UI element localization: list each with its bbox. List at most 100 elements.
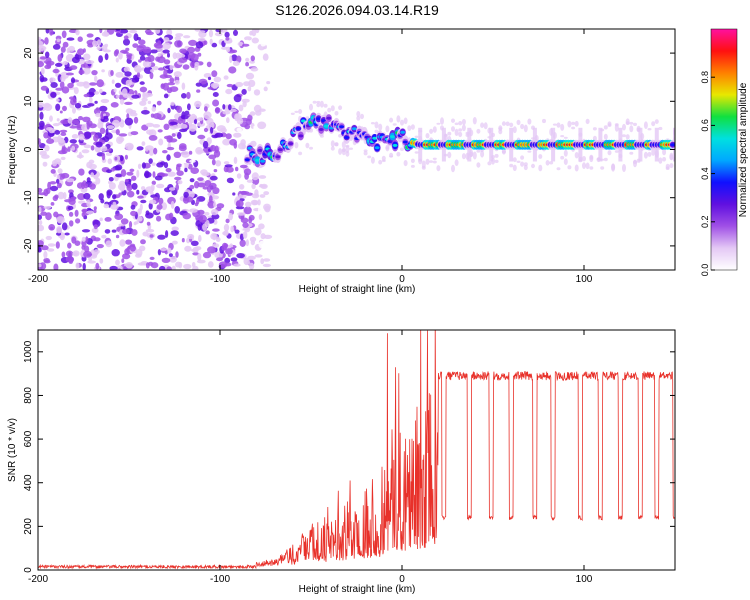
noise-blob <box>38 220 43 226</box>
noise-blob <box>118 136 125 143</box>
spec-y-tick-label: 10 <box>23 95 34 107</box>
noise-blob <box>168 212 174 220</box>
noise-blob <box>214 132 224 138</box>
noise-blob <box>157 67 165 71</box>
noise-blob <box>75 218 81 224</box>
noise-blob <box>104 53 109 61</box>
sideband-blob <box>622 164 626 172</box>
colorbar-tick-label: 0.0 <box>700 264 710 277</box>
sideband-blob <box>622 123 626 131</box>
noise-blob <box>67 82 74 89</box>
noise-blob <box>237 41 244 47</box>
noise-blob <box>209 38 213 45</box>
noise-blob <box>169 64 174 71</box>
sideband-blob <box>400 147 404 151</box>
noise-blob <box>218 261 228 269</box>
noise-blob <box>214 107 221 114</box>
noise-blob <box>265 229 273 233</box>
sideband-blob <box>589 166 594 170</box>
sideband-blob <box>629 121 634 125</box>
sideband-blob <box>651 148 656 156</box>
noise-blob <box>246 233 251 242</box>
sideband-blob <box>330 105 335 112</box>
sideband-blob <box>396 151 401 157</box>
sideband-blob <box>436 165 441 172</box>
sideband-blob <box>472 151 477 160</box>
noise-blob <box>67 205 74 211</box>
sideband-blob <box>440 117 444 125</box>
noise-blob <box>186 91 191 100</box>
noise-blob <box>156 162 164 168</box>
noise-blob <box>148 158 153 165</box>
noise-blob <box>250 67 259 72</box>
noise-blob <box>41 154 50 159</box>
noise-blob <box>163 93 169 99</box>
noise-blob <box>65 250 74 257</box>
noise-blob <box>216 257 223 262</box>
spec-x-tick-label: 100 <box>576 274 593 285</box>
noise-blob <box>101 69 105 73</box>
noise-blob <box>225 46 231 53</box>
noise-blob <box>78 134 85 141</box>
sideband-blob <box>563 136 568 139</box>
noise-blob <box>251 29 257 37</box>
noise-blob <box>243 168 252 176</box>
sideband-blob <box>451 164 455 173</box>
noise-blob <box>175 251 179 258</box>
noise-blob <box>66 178 75 183</box>
sideband-blob <box>476 162 481 168</box>
noise-blob <box>236 200 244 207</box>
noise-blob <box>225 133 232 140</box>
noise-blob <box>98 55 103 63</box>
sideband-blob <box>538 164 543 172</box>
sideband-blob <box>319 100 324 108</box>
noise-blob <box>48 224 56 231</box>
noise-blob <box>60 46 66 53</box>
snr-y-tick-label: 800 <box>23 387 34 404</box>
noise-blob <box>145 228 155 233</box>
colorbar-tick-label: 0.6 <box>700 119 710 132</box>
noise-blob <box>196 89 201 93</box>
noise-blob <box>138 39 146 45</box>
noise-blob <box>231 54 238 62</box>
snr-x-ticks: -200 -100 0 100 <box>28 330 593 585</box>
noise-blob <box>243 206 252 215</box>
sideband-blob <box>432 157 437 160</box>
noise-blob <box>72 252 78 256</box>
noise-blob <box>122 50 129 54</box>
noise-blob <box>126 113 130 119</box>
noise-blob <box>176 170 184 176</box>
sideband-blob <box>512 157 517 163</box>
noise-blob <box>252 201 259 205</box>
noise-blob <box>59 129 68 133</box>
noise-blob <box>211 70 218 78</box>
noise-blob <box>253 125 257 129</box>
noise-blob <box>226 177 234 184</box>
sideband-blob <box>392 123 397 126</box>
noise-blob <box>65 72 74 76</box>
noise-blob <box>88 163 97 170</box>
noise-blob <box>233 132 242 138</box>
sideband-blob <box>363 151 368 156</box>
sideband-blob <box>432 160 437 164</box>
snr-frame <box>37 329 676 571</box>
noise-blob <box>266 81 271 85</box>
sideband-blob <box>501 148 506 155</box>
noise-blob <box>263 258 271 262</box>
sideband-blob <box>345 144 350 148</box>
noise-blob <box>215 237 221 242</box>
sideband-blob <box>523 124 528 133</box>
noise-blob <box>83 183 89 189</box>
noise-blob <box>262 263 271 268</box>
noise-blob <box>174 79 180 85</box>
sideband-blob <box>643 121 648 129</box>
snr-panel: -200 -100 0 100 0 200 400 600 800 1000 Height of… <box>7 329 676 595</box>
noise-blob <box>174 206 180 214</box>
noise-blob <box>176 163 183 168</box>
noise-blob <box>136 169 140 178</box>
sideband-blob <box>370 122 375 125</box>
noise-blob <box>170 230 179 237</box>
sideband-blob <box>476 128 481 134</box>
noise-blob <box>245 201 252 208</box>
carrier-core <box>402 140 408 144</box>
